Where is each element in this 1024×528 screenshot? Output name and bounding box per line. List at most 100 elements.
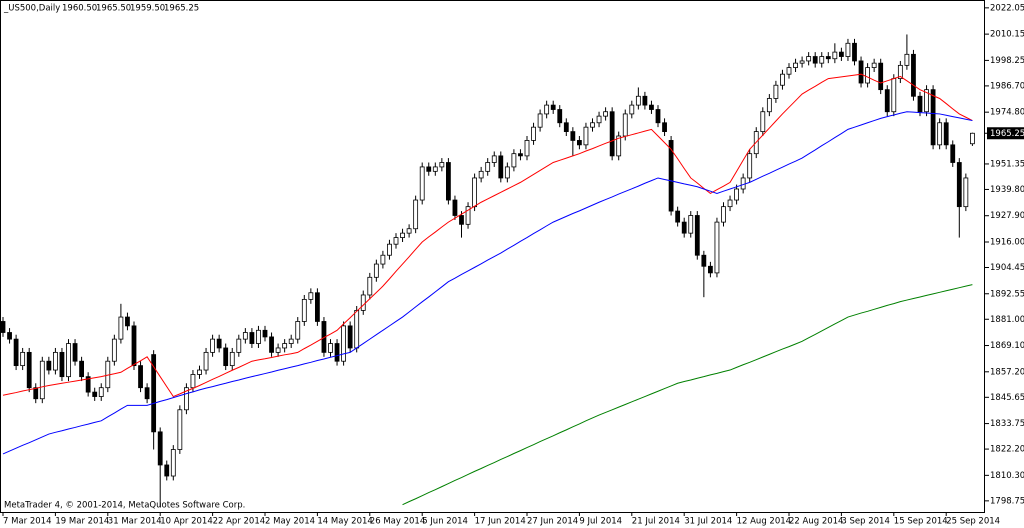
candle-body [649, 104, 654, 110]
candle-body [393, 237, 399, 245]
candle-body [413, 199, 419, 230]
x-tick-label: 14 May 2014 [317, 517, 372, 527]
candle-body [197, 369, 202, 375]
candle-body [426, 166, 432, 172]
candle-body [406, 228, 412, 234]
candle-body [819, 56, 825, 64]
y-tick-label: 1986.70 [990, 81, 1024, 91]
candle-body [721, 206, 726, 223]
y-tick-label: 1916.00 [990, 237, 1024, 247]
candle-body [236, 338, 242, 353]
x-tick-label: 22 Apr 2014 [213, 517, 266, 527]
x-tick-label: 19 Mar 2014 [55, 517, 109, 527]
candle-body [13, 338, 19, 367]
candle-body [125, 316, 130, 327]
moving-average [2, 73, 973, 398]
header-ohlc: 1965.25 [164, 4, 199, 14]
y-tick-label: 1951.35 [990, 159, 1024, 169]
candle-body [950, 144, 956, 163]
candle-body [891, 78, 897, 113]
x-tick-label: 21 Jul 2014 [632, 517, 680, 527]
candle-body [66, 343, 71, 378]
candle-body [46, 360, 52, 371]
candle-body [786, 67, 792, 75]
y-tick-label: 1904.45 [990, 263, 1024, 273]
candle-body [845, 42, 851, 57]
x-tick-label: 17 Jun 2014 [475, 517, 526, 527]
candle-body [262, 329, 268, 338]
candle-body [308, 292, 314, 300]
candle-body [439, 162, 445, 168]
y-tick-label: 1845.65 [990, 393, 1024, 403]
candle-body [360, 294, 366, 311]
candle-body [478, 170, 484, 179]
candle-body [740, 177, 746, 190]
candle-body [0, 321, 6, 333]
header-ohlc: 1959.50 [130, 4, 165, 14]
x-tick-label: 3 Sep 2014 [841, 517, 889, 527]
candle-body [590, 122, 595, 128]
candle-body [563, 122, 569, 132]
x-tick-label: 26 May 2014 [370, 517, 425, 527]
header-ohlc: 1965.50 [96, 4, 131, 14]
candle-body [583, 126, 589, 146]
candle-body [459, 215, 464, 225]
candle-body [177, 409, 183, 450]
x-tick-label: 5 Jun 2014 [422, 517, 468, 527]
candle-body [878, 62, 884, 91]
candle-body [151, 354, 157, 433]
candle-body [452, 199, 458, 216]
candle-body [72, 343, 78, 362]
candle-body [616, 135, 622, 157]
candle-body [675, 210, 681, 223]
candle-body [138, 365, 143, 389]
candle-body [727, 199, 733, 208]
y-tick-label: 1822.20 [990, 445, 1024, 455]
candle-body [930, 89, 936, 146]
x-tick-label: 15 Sep 2014 [894, 517, 948, 527]
candle-body [485, 162, 491, 172]
candle-body [347, 325, 353, 349]
candle-body [295, 321, 301, 340]
y-tick-label: 1857.20 [990, 367, 1024, 377]
y-tick-label: 1798.75 [990, 496, 1024, 506]
candle-body [668, 140, 674, 212]
header-ohlc: 1960.50 [62, 4, 97, 14]
candle-body [387, 243, 392, 256]
candle-body [367, 276, 373, 296]
candle-body [524, 140, 530, 157]
candle-body [223, 347, 229, 367]
candle-body [59, 351, 65, 378]
candle-body [714, 221, 720, 274]
candle-body [629, 104, 635, 115]
price-label: 1965.25 [990, 129, 1024, 139]
candle-body [242, 332, 248, 340]
candle-body [20, 351, 26, 367]
candle-body [897, 64, 903, 80]
y-tick-label: 1927.90 [990, 211, 1024, 221]
candle-body [518, 153, 523, 157]
candle-body [806, 56, 812, 62]
candle-body [832, 51, 838, 60]
candle-body [33, 387, 39, 400]
candle-body [380, 254, 386, 265]
candle-body [766, 98, 772, 113]
candle-body [871, 62, 877, 68]
candle-body [531, 126, 536, 141]
candle-body [164, 464, 170, 477]
candle-body [799, 60, 805, 64]
y-tick-label: 1892.55 [990, 289, 1024, 299]
candle-body [924, 89, 929, 113]
candle-body [210, 338, 216, 353]
candle-body [445, 162, 451, 201]
candle-body [793, 62, 798, 68]
candle-body [852, 42, 857, 62]
candle-body [708, 265, 713, 274]
candle-body [812, 56, 818, 64]
candle-body [419, 166, 425, 201]
candle-body [491, 155, 497, 163]
candle-body [773, 84, 779, 99]
candle-body [511, 153, 517, 168]
candle-body [249, 332, 255, 344]
